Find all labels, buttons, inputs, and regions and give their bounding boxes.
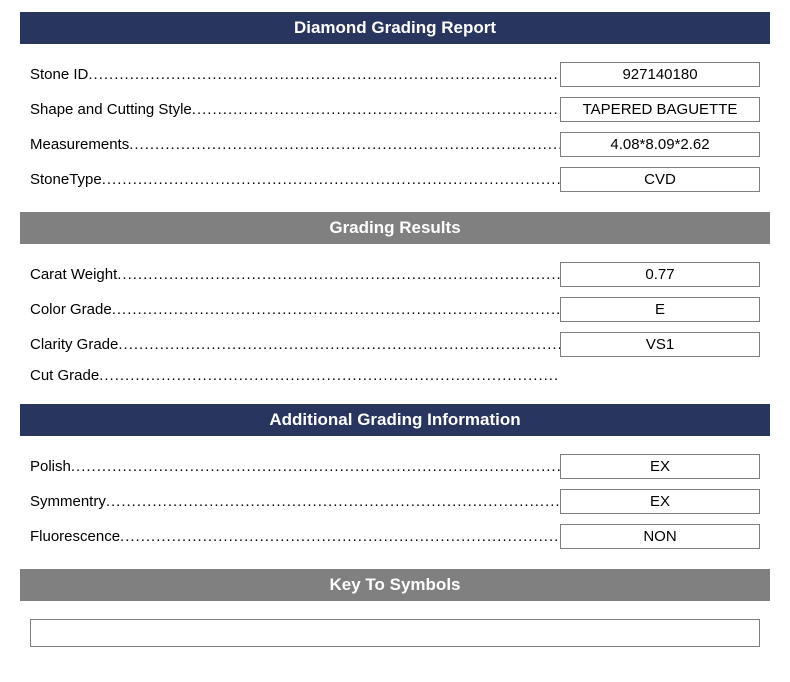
value-fluorescence: NON [560,524,760,549]
symbols-box [30,619,760,647]
section-header-report: Diamond Grading Report [20,12,770,44]
label-stonetype: StoneType [30,171,102,188]
section-header-additional: Additional Grading Information [20,404,770,436]
label-color: Color Grade [30,301,112,318]
value-stonetype: CVD [560,167,760,192]
row-stonetype: StoneType CVD [30,167,760,192]
grading-rows: Carat Weight 0.77 Color Grade E Clarity … [20,262,770,404]
value-color: E [560,297,760,322]
value-symmetry: EX [560,489,760,514]
row-stone-id: Stone ID 927140180 [30,62,760,87]
report-rows: Stone ID 927140180 Shape and Cutting Sty… [20,62,770,212]
label-stone-id: Stone ID [30,66,88,83]
row-shape: Shape and Cutting Style TAPERED BAGUETTE [30,97,760,122]
value-stone-id: 927140180 [560,62,760,87]
value-cut [560,373,760,379]
value-clarity: VS1 [560,332,760,357]
label-clarity: Clarity Grade [30,336,118,353]
row-cut: Cut Grade [30,367,760,384]
value-polish: EX [560,454,760,479]
label-shape: Shape and Cutting Style [30,101,192,118]
value-measurements: 4.08*8.09*2.62 [560,132,760,157]
row-color: Color Grade E [30,297,760,322]
label-measurements: Measurements [30,136,129,153]
value-carat: 0.77 [560,262,760,287]
label-carat: Carat Weight [30,266,117,283]
label-polish: Polish [30,458,71,475]
section-header-symbols: Key To Symbols [20,569,770,601]
label-symmetry: Symmentry [30,493,106,510]
value-shape: TAPERED BAGUETTE [560,97,760,122]
row-fluorescence: Fluorescence NON [30,524,760,549]
additional-rows: Polish EX Symmentry EX Fluorescence NON [20,454,770,569]
section-header-grading: Grading Results [20,212,770,244]
label-fluorescence: Fluorescence [30,528,120,545]
label-cut: Cut Grade [30,367,99,384]
row-polish: Polish EX [30,454,760,479]
row-clarity: Clarity Grade VS1 [30,332,760,357]
row-carat: Carat Weight 0.77 [30,262,760,287]
row-symmetry: Symmentry EX [30,489,760,514]
row-measurements: Measurements 4.08*8.09*2.62 [30,132,760,157]
